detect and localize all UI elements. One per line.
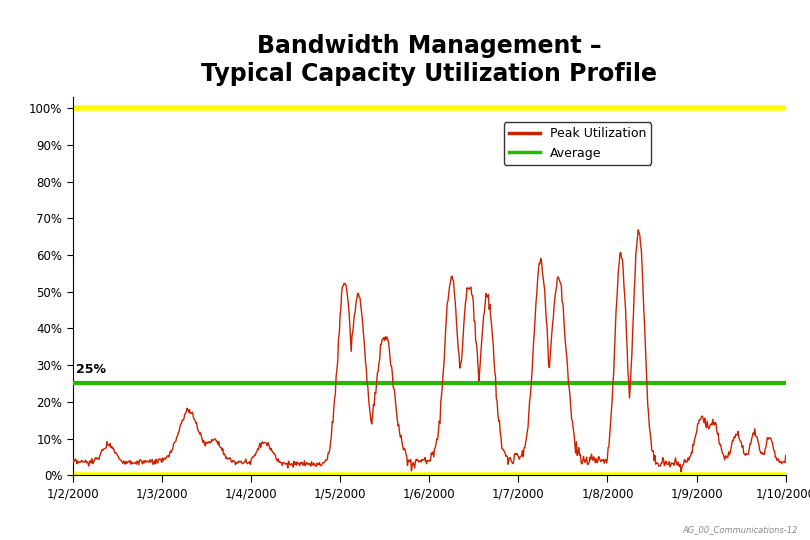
Legend: Peak Utilization, Average: Peak Utilization, Average (504, 123, 651, 165)
Title: Bandwidth Management –
Typical Capacity Utilization Profile: Bandwidth Management – Typical Capacity … (202, 33, 657, 85)
Text: 25%: 25% (76, 363, 106, 376)
Text: AG_00_Communications-12: AG_00_Communications-12 (682, 525, 798, 535)
